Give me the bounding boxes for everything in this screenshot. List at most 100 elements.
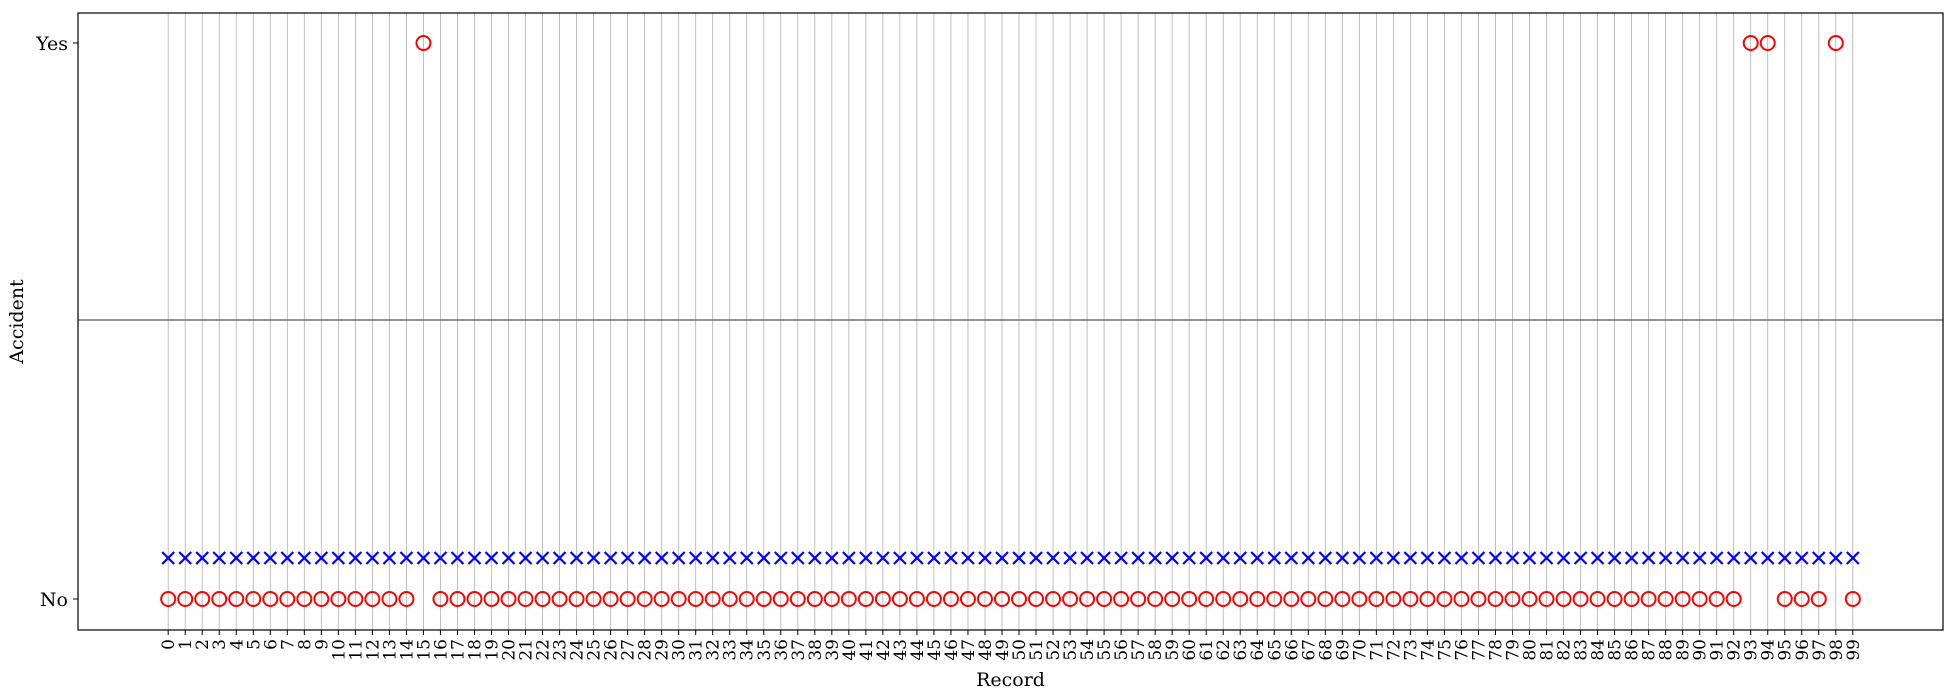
x-tick-label: 49 bbox=[993, 639, 1013, 661]
x-tick-label: 65 bbox=[1265, 639, 1285, 661]
x-stroke bbox=[944, 551, 958, 565]
x-tick-labels: 0123456789101112131415161718192021222324… bbox=[159, 630, 1864, 661]
x-stroke bbox=[365, 551, 380, 565]
point-x-no bbox=[1590, 551, 1605, 565]
point-circle-no bbox=[347, 591, 364, 607]
x-stroke bbox=[1590, 551, 1605, 565]
point-circle-no bbox=[1810, 591, 1827, 607]
x-stroke bbox=[1488, 551, 1503, 565]
point-x-no bbox=[382, 551, 397, 565]
x-stroke bbox=[1386, 551, 1401, 565]
x-tick-label: 80 bbox=[1521, 639, 1541, 661]
point-x-no bbox=[348, 551, 363, 565]
point-x-no bbox=[654, 551, 669, 565]
x-stroke bbox=[1692, 551, 1707, 565]
point-x-no bbox=[518, 551, 533, 565]
point-circle-no bbox=[1283, 591, 1300, 607]
x-stroke bbox=[450, 551, 465, 565]
x-tick-label: 68 bbox=[1316, 639, 1336, 661]
point-x-no bbox=[1709, 551, 1724, 565]
point-x-no bbox=[1471, 551, 1486, 565]
point-x-no bbox=[1829, 551, 1843, 565]
point-circle-no bbox=[1419, 591, 1436, 607]
point-x-no bbox=[995, 551, 1009, 565]
x-tick-label: 75 bbox=[1435, 639, 1455, 661]
point-circle-no bbox=[1623, 591, 1640, 607]
point-circle-no bbox=[1640, 591, 1657, 607]
x-stroke bbox=[1284, 551, 1299, 565]
point-x-no bbox=[791, 551, 805, 565]
x-tick-label: 31 bbox=[687, 639, 707, 661]
point-circle-no bbox=[993, 591, 1010, 607]
x-tick-label: 84 bbox=[1589, 639, 1609, 661]
x-tick-label: 50 bbox=[1010, 639, 1030, 661]
x-stroke bbox=[263, 551, 278, 565]
point-x-no bbox=[1624, 551, 1639, 565]
x-tick-label: 71 bbox=[1367, 639, 1387, 661]
x-tick-label: 36 bbox=[772, 639, 792, 661]
point-x-no bbox=[1658, 551, 1673, 565]
x-tick-label: 57 bbox=[1129, 639, 1149, 661]
point-circle-no bbox=[891, 591, 908, 607]
x-stroke bbox=[467, 551, 482, 565]
x-stroke bbox=[1675, 551, 1690, 565]
x-stroke bbox=[1318, 551, 1333, 565]
x-tick-label: 42 bbox=[874, 639, 894, 661]
point-x-no bbox=[1675, 551, 1690, 565]
point-x-no bbox=[1284, 551, 1299, 565]
point-x-no bbox=[467, 551, 482, 565]
x-tick-label: 32 bbox=[704, 639, 724, 661]
x-tick-label: 27 bbox=[619, 639, 639, 661]
x-stroke bbox=[961, 551, 975, 565]
point-circle-no bbox=[228, 591, 245, 607]
point-circle-no bbox=[1844, 591, 1861, 607]
x-tick-label: 30 bbox=[670, 639, 690, 661]
point-x-no bbox=[1335, 551, 1350, 565]
point-circle-no bbox=[874, 591, 891, 607]
point-circle-no bbox=[1793, 591, 1810, 607]
point-circle-no bbox=[908, 591, 925, 607]
point-circle-no bbox=[1215, 591, 1232, 607]
x-tick-label: 26 bbox=[602, 639, 622, 661]
point-x-no bbox=[1454, 551, 1469, 565]
point-x-no bbox=[1812, 551, 1826, 565]
point-x-no bbox=[1080, 551, 1094, 565]
point-circle-no bbox=[1198, 591, 1215, 607]
x-stroke bbox=[1505, 551, 1520, 565]
point-circle-no bbox=[1232, 591, 1249, 607]
point-x-no bbox=[927, 551, 941, 565]
point-x-no bbox=[161, 551, 175, 565]
x-stroke bbox=[893, 551, 907, 565]
point-x-no bbox=[263, 551, 278, 565]
x-tick-label: 8 bbox=[295, 639, 315, 650]
x-stroke bbox=[280, 551, 295, 565]
point-x-no bbox=[1403, 551, 1418, 565]
point-x-no bbox=[1216, 551, 1230, 565]
x-stroke bbox=[1454, 551, 1469, 565]
point-x-no bbox=[774, 551, 788, 565]
x-tick-label: 45 bbox=[925, 639, 945, 661]
point-circle-no bbox=[313, 591, 330, 607]
x-tick-label: 24 bbox=[568, 639, 588, 661]
x-stroke bbox=[1743, 551, 1758, 565]
x-tick-label: 55 bbox=[1095, 639, 1115, 661]
x-tick-label: 61 bbox=[1197, 639, 1217, 661]
point-circle-no bbox=[1657, 591, 1674, 607]
point-circle-no bbox=[755, 591, 772, 607]
x-tick-label: 91 bbox=[1708, 639, 1728, 661]
x-tick-label: 95 bbox=[1776, 639, 1796, 661]
point-x-no bbox=[893, 551, 907, 565]
point-circle-no bbox=[789, 591, 806, 607]
x-tick-label: 54 bbox=[1078, 639, 1098, 661]
point-circle-no bbox=[1181, 591, 1198, 607]
x-tick-label: 39 bbox=[823, 639, 843, 661]
point-circle-no bbox=[1300, 591, 1317, 607]
x-tick-label: 77 bbox=[1469, 639, 1489, 661]
point-x-no bbox=[1097, 551, 1111, 565]
x-tick-label: 47 bbox=[959, 639, 979, 661]
x-stroke bbox=[586, 551, 601, 565]
point-circle-no bbox=[1317, 591, 1334, 607]
point-x-no bbox=[1556, 551, 1571, 565]
point-x-no bbox=[195, 551, 209, 565]
x-stroke bbox=[978, 551, 992, 565]
